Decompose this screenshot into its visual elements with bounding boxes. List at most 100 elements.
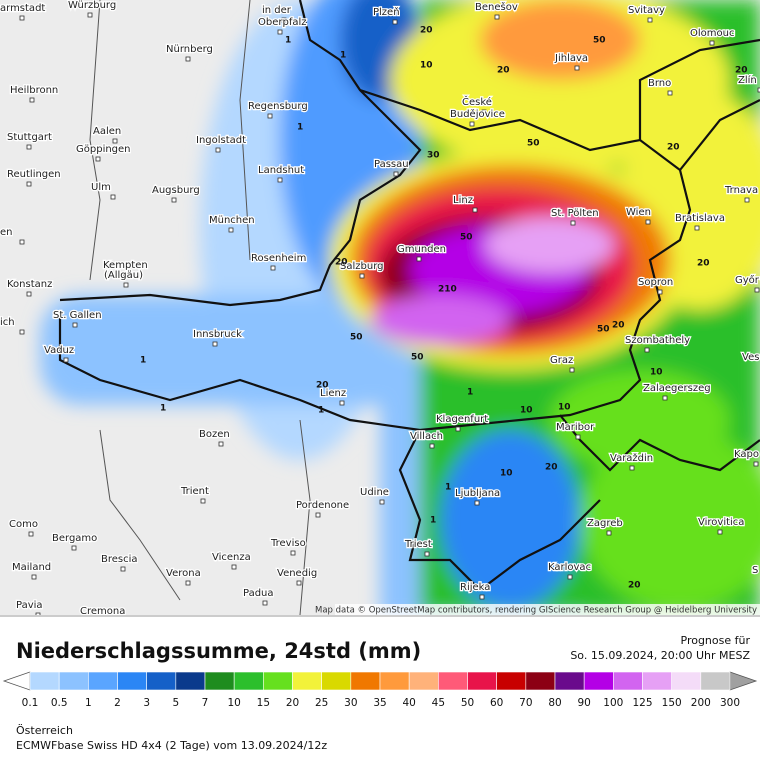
city-dot bbox=[474, 500, 480, 506]
city-dot bbox=[290, 550, 296, 556]
city-label: Padua bbox=[243, 588, 274, 599]
legend-swatch bbox=[438, 671, 468, 691]
city-label: Reutlingen bbox=[7, 169, 61, 180]
city-dot bbox=[647, 17, 653, 23]
city-label: Augsburg bbox=[152, 185, 200, 196]
city-dot bbox=[359, 273, 365, 279]
legend-label: 7 bbox=[202, 697, 209, 709]
contour-label: 20 bbox=[497, 66, 510, 76]
legend-swatch bbox=[554, 671, 585, 691]
city-dot bbox=[574, 65, 580, 71]
legend-swatch bbox=[146, 671, 177, 691]
city-dot bbox=[100, 619, 104, 623]
legend-swatch bbox=[379, 671, 410, 691]
city-label: Maribor bbox=[556, 422, 595, 433]
legend-label: 20 bbox=[286, 697, 299, 709]
city-label: Regensburg bbox=[248, 101, 308, 112]
city-label: Kempten bbox=[103, 260, 148, 271]
legend-over-arrow bbox=[729, 671, 758, 691]
city-dot bbox=[694, 225, 700, 231]
contour-label: 1 bbox=[430, 516, 436, 526]
city-label: Villach bbox=[410, 431, 443, 442]
city-dot bbox=[424, 551, 430, 557]
city-dot bbox=[277, 29, 283, 35]
city-dot bbox=[267, 113, 273, 119]
city-label: armstadt bbox=[0, 3, 45, 14]
legend-label: 1 bbox=[85, 697, 92, 709]
city-dot bbox=[270, 265, 276, 271]
city-dot bbox=[171, 197, 177, 203]
city-label: Triest bbox=[404, 539, 432, 550]
city-label: Wien bbox=[626, 207, 651, 218]
legend-label: 0.1 bbox=[22, 697, 39, 709]
contour-label: 20 bbox=[316, 381, 329, 391]
city-dot bbox=[644, 347, 650, 353]
city-label: Szombathely bbox=[625, 335, 690, 346]
city-label: Vaduz bbox=[44, 345, 74, 356]
legend-swatch bbox=[583, 671, 614, 691]
city-label: Zagreb bbox=[587, 518, 623, 529]
city-dot bbox=[667, 90, 673, 96]
city-label: Aalen bbox=[93, 126, 121, 137]
city-label: Bozen bbox=[199, 429, 230, 440]
contour-label: 50 bbox=[350, 333, 363, 343]
city-dot bbox=[19, 239, 25, 245]
city-dot bbox=[570, 220, 576, 226]
city-label: Treviso bbox=[270, 538, 306, 549]
legend-label: 70 bbox=[519, 697, 532, 709]
city-dot bbox=[72, 322, 78, 328]
city-dot bbox=[212, 341, 218, 347]
legend-swatch bbox=[175, 671, 206, 691]
contour-label: 10 bbox=[558, 403, 571, 413]
city-dot bbox=[717, 529, 723, 535]
city-dot bbox=[753, 461, 759, 467]
contour-label: 50 bbox=[460, 233, 473, 243]
city-label: Göppingen bbox=[76, 144, 131, 155]
legend-label: 200 bbox=[691, 697, 711, 709]
city-dot bbox=[26, 181, 32, 187]
city-label: Trient bbox=[180, 486, 209, 497]
title: Niederschlagssumme, 24std (mm) bbox=[16, 639, 421, 663]
city-dot bbox=[87, 12, 93, 18]
legend-label: 30 bbox=[344, 697, 357, 709]
legend-label: 300 bbox=[720, 697, 740, 709]
city-dot bbox=[26, 144, 32, 150]
city-label: Graz bbox=[550, 355, 573, 366]
forecast-label: Prognose für bbox=[681, 634, 751, 647]
city-label: Ljubljana bbox=[455, 488, 500, 499]
city-dot bbox=[218, 441, 224, 447]
legend-swatch bbox=[88, 671, 118, 691]
contour-label: 20 bbox=[735, 66, 748, 76]
legend-label: 5 bbox=[172, 697, 179, 709]
city-dot bbox=[29, 97, 35, 103]
city-dot bbox=[629, 465, 635, 471]
city-label: Konstanz bbox=[7, 279, 52, 290]
contour-label: 20 bbox=[335, 258, 348, 268]
contour-label: 1 bbox=[140, 356, 146, 366]
legend-swatch bbox=[642, 671, 672, 691]
city-label: Como bbox=[9, 519, 38, 530]
city-label: Klagenfurt bbox=[436, 414, 488, 425]
city-label: Lienz bbox=[320, 388, 346, 399]
city-label: Heilbronn bbox=[10, 85, 58, 96]
legend-swatch bbox=[408, 671, 439, 691]
contour-label: 1 bbox=[445, 483, 451, 493]
city-dot bbox=[200, 498, 206, 504]
city-label: Ves bbox=[742, 352, 759, 363]
legend-label: 35 bbox=[373, 697, 386, 709]
city-label: (Allgäu) bbox=[104, 270, 143, 281]
city-label: Győr bbox=[735, 274, 760, 286]
city-dot bbox=[123, 282, 129, 288]
city-label: Vicenza bbox=[212, 552, 251, 563]
city-label: Brescia bbox=[101, 554, 138, 565]
legend-label: 2 bbox=[114, 697, 121, 709]
city-label: Udine bbox=[360, 487, 389, 498]
city-dot bbox=[262, 600, 268, 606]
city-dot bbox=[35, 612, 41, 615]
legend-swatch bbox=[671, 671, 702, 691]
city-dot bbox=[657, 289, 663, 295]
city-dot bbox=[215, 147, 221, 153]
city-label: Rijeka bbox=[460, 582, 490, 593]
contour-label: 10 bbox=[520, 406, 533, 416]
